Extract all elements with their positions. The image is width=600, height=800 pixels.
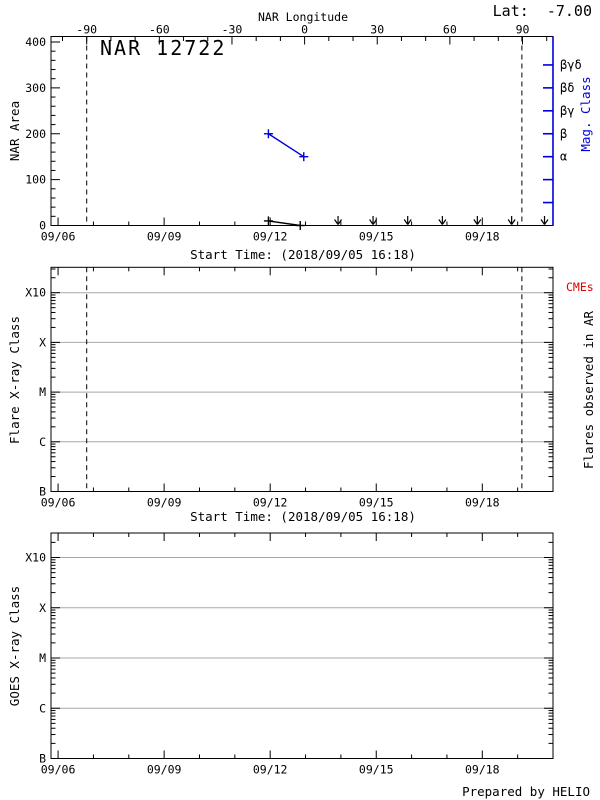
no-data-arrow xyxy=(403,216,412,225)
mag-class-axis xyxy=(543,36,554,226)
nar-area-line xyxy=(268,220,301,227)
area-tick-label: 200 xyxy=(25,127,46,141)
no-data-arrow xyxy=(507,216,516,225)
nar-area-series xyxy=(263,216,305,230)
no-data-arrow xyxy=(473,216,482,225)
mag-class-tick-label: β xyxy=(560,127,567,141)
date-ticks xyxy=(57,533,519,759)
flares-observed-label: Flares observed in AR xyxy=(580,310,596,470)
area-tick-label: 300 xyxy=(25,81,46,95)
nar-area-point xyxy=(263,216,273,226)
date-tick-label: 09/15 xyxy=(359,763,394,777)
area-tick-label: 400 xyxy=(25,35,46,49)
no-data-arrow xyxy=(334,216,343,225)
y-ticks xyxy=(51,41,60,226)
date-tick-label: 09/12 xyxy=(253,763,288,777)
date-tick-label: 09/15 xyxy=(359,496,394,510)
no-data-arrow xyxy=(438,216,447,225)
date-tick-label: 09/09 xyxy=(147,230,182,244)
mag-class-series xyxy=(263,129,309,162)
class-tick-label: B xyxy=(39,485,46,499)
date-ticks xyxy=(57,267,519,492)
area-tick-label: 0 xyxy=(39,219,46,233)
nar-area-ylabel: NAR Area xyxy=(6,100,22,162)
class-tick-label: M xyxy=(39,651,46,665)
longitude-tick-label: 60 xyxy=(443,23,457,37)
mag-class-point xyxy=(299,152,309,162)
date-ticks xyxy=(57,217,519,226)
date-tick-label: 09/18 xyxy=(465,230,500,244)
top-axis-title: NAR Longitude xyxy=(257,10,349,24)
longitude-tick-label: -60 xyxy=(149,23,170,37)
panel-flare-panel: 09/06 09/09 09/12 09/15 09/18 B C M X X10 xyxy=(25,266,554,510)
date-tick-label: 09/09 xyxy=(147,763,182,777)
y-ticks xyxy=(51,541,553,759)
mag-class-tick-label: α xyxy=(560,150,567,164)
date-tick-label: 09/12 xyxy=(253,496,288,510)
panel-nar-area-panel: 09/06 09/09 09/12 09/15 09/180100200300400βγ… xyxy=(25,23,581,244)
date-tick-label: 09/12 xyxy=(253,230,288,244)
class-tick-label: M xyxy=(39,385,46,399)
start-time-label-2: Start Time: (2018/09/05 16:18) xyxy=(190,509,416,524)
longitude-tick-label: 90 xyxy=(516,23,530,37)
date-tick-label: 09/06 xyxy=(41,230,76,244)
cmes-label: CMEs xyxy=(566,280,594,294)
goes-class-ylabel: GOES X-ray Class xyxy=(6,585,22,707)
nar-area-point xyxy=(295,221,305,230)
y-ticks xyxy=(51,268,553,492)
date-tick-label: 09/06 xyxy=(41,763,76,777)
date-tick-label: 09/15 xyxy=(359,230,394,244)
longitude-tick-label: -30 xyxy=(222,23,243,37)
prepared-by-label: Prepared by HELIO xyxy=(462,784,590,799)
panel-title: NAR 12722 xyxy=(100,36,227,60)
panel-frame xyxy=(50,36,554,226)
panel-goes-panel: 09/06 09/09 09/12 09/15 09/18 B C M X X10 xyxy=(25,532,554,777)
gridlines xyxy=(51,292,553,443)
longitude-tick-label: 30 xyxy=(370,23,384,37)
area-tick-label: 100 xyxy=(25,173,46,187)
class-tick-label: C xyxy=(39,435,46,449)
no-data-arrow xyxy=(540,216,549,225)
panel-frame xyxy=(50,532,554,759)
no-data-arrow xyxy=(369,216,378,225)
date-tick-label: 09/18 xyxy=(465,496,500,510)
latitude-label: Lat: -7.00 xyxy=(492,2,592,20)
class-tick-label: C xyxy=(39,701,46,715)
date-tick-label: 09/09 xyxy=(147,496,182,510)
mag-class-line xyxy=(268,133,305,158)
gridlines xyxy=(51,557,553,709)
mag-class-point xyxy=(263,129,273,139)
class-tick-label: X10 xyxy=(25,551,46,565)
class-tick-label: B xyxy=(39,752,46,766)
mag-class-tick-label: βδ xyxy=(560,81,574,95)
date-tick-label: 09/06 xyxy=(41,496,76,510)
start-time-label-1: Start Time: (2018/09/05 16:18) xyxy=(190,247,416,262)
longitude-axis xyxy=(61,36,548,45)
mag-class-tick-label: βγ xyxy=(560,104,574,118)
class-tick-label: X xyxy=(39,601,46,615)
longitude-tick-label: 0 xyxy=(301,23,308,37)
longitude-tick-label: -90 xyxy=(76,23,97,37)
panel-frame xyxy=(50,266,554,492)
class-tick-label: X xyxy=(39,335,46,349)
date-tick-label: 09/18 xyxy=(465,763,500,777)
mag-class-axis-label: Mag. Class xyxy=(577,76,593,152)
flare-class-ylabel: Flare X-ray Class xyxy=(6,316,22,444)
class-tick-label: X10 xyxy=(25,286,46,300)
mag-class-tick-label: βγδ xyxy=(560,58,582,72)
